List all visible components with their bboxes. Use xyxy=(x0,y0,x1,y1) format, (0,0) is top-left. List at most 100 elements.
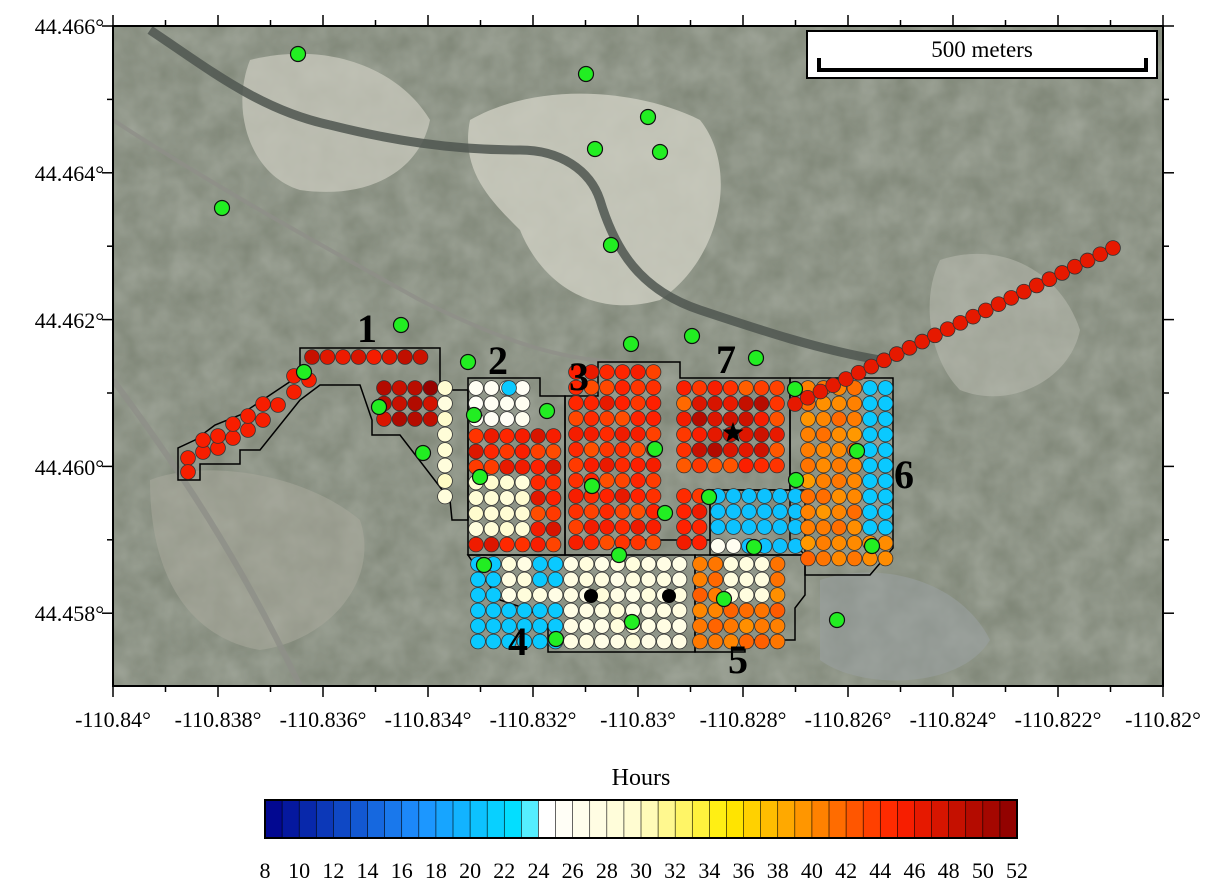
measurement-point xyxy=(563,633,579,650)
colorbar-swatch xyxy=(623,799,642,839)
measurement-point xyxy=(815,504,832,520)
station-marker xyxy=(547,630,565,648)
measurement-point xyxy=(578,618,595,634)
measurement-point xyxy=(676,534,692,551)
station-marker xyxy=(700,488,718,506)
measurement-point xyxy=(599,534,615,551)
measurement-point xyxy=(599,519,615,535)
transect-point xyxy=(850,364,867,381)
measurement-point xyxy=(862,380,878,396)
measurement-point xyxy=(772,538,788,554)
measurement-point xyxy=(599,441,615,458)
y-tick-label: 44.466° xyxy=(35,14,104,39)
measurement-point xyxy=(692,556,708,572)
measurement-point xyxy=(563,602,579,619)
measurement-point xyxy=(877,504,894,520)
colorbar-swatch xyxy=(811,799,830,839)
measurement-point xyxy=(738,442,754,458)
measurement-point xyxy=(437,442,453,458)
measurement-point xyxy=(568,457,584,473)
measurement-point xyxy=(609,633,626,650)
measurement-point xyxy=(741,503,757,520)
measurement-point xyxy=(319,349,336,365)
measurement-point xyxy=(692,602,708,619)
station-marker xyxy=(651,143,669,161)
measurement-point xyxy=(514,536,531,553)
measurement-point xyxy=(547,587,564,603)
measurement-point xyxy=(468,490,484,506)
measurement-point xyxy=(609,602,626,619)
measurement-point xyxy=(707,618,724,634)
measurement-point xyxy=(501,380,517,396)
measurement-point xyxy=(286,384,302,400)
measurement-point xyxy=(691,426,708,443)
zone-outline-1 xyxy=(177,347,469,521)
measurement-point xyxy=(568,488,584,504)
station-markers xyxy=(213,45,881,648)
measurement-point xyxy=(645,457,662,473)
measurement-point xyxy=(437,473,453,489)
measurement-point xyxy=(800,488,816,505)
measurement-point xyxy=(691,411,708,427)
measurement-point xyxy=(609,618,626,634)
measurement-point xyxy=(722,395,739,412)
measurement-point xyxy=(483,380,500,396)
measurement-point xyxy=(483,395,500,412)
measurement-point xyxy=(630,457,646,473)
measurement-point xyxy=(671,633,688,650)
x-tick-label: -110.838° xyxy=(175,707,262,732)
measurement-point xyxy=(630,395,646,411)
measurement-point xyxy=(738,602,755,619)
colorbar-swatch xyxy=(281,799,301,839)
colorbar-tick-label: 28 xyxy=(596,858,618,883)
colorbar-labels: 8 10 12 14 16 18 20 22 24 26 28 30 32 34 36 38 40 42 44 46 4… xyxy=(260,858,1029,883)
measurement-point xyxy=(391,411,408,427)
measurement-point xyxy=(501,556,517,572)
measurement-point xyxy=(676,488,692,504)
measurement-point xyxy=(769,457,785,474)
measurement-point xyxy=(391,380,408,396)
measurement-point xyxy=(769,411,785,427)
measurement-point xyxy=(692,571,708,588)
colorbar-tick-label: 40 xyxy=(801,858,823,883)
measurement-point xyxy=(437,426,453,443)
colorbar-swatch xyxy=(486,799,506,839)
measurement-point xyxy=(630,441,646,458)
measurement-point xyxy=(485,587,502,603)
measurement-point xyxy=(407,395,423,412)
colorbar-swatch xyxy=(794,799,813,839)
measurement-point xyxy=(376,380,392,396)
measurement-point xyxy=(692,618,708,634)
measurement-point xyxy=(240,408,256,424)
measurement-point xyxy=(516,602,533,619)
measurement-point xyxy=(547,571,564,588)
measurement-point xyxy=(738,426,754,443)
measurement-point xyxy=(563,556,579,572)
transect-point xyxy=(1067,258,1083,275)
colorbar-swatch xyxy=(350,799,369,839)
measurement-point xyxy=(753,380,770,396)
y-axis-labels: 44.466° 44.464° 44.462° 44.460° 44.458° xyxy=(35,14,104,626)
measurement-point xyxy=(800,426,816,443)
measurement-point xyxy=(583,457,600,473)
measurement-point xyxy=(530,490,546,506)
measurement-point xyxy=(707,395,723,412)
measurement-point xyxy=(656,618,672,634)
colorbar-swatch xyxy=(401,799,420,839)
transect-point xyxy=(888,346,905,362)
measurement-point xyxy=(645,379,662,396)
measurement-point xyxy=(594,571,610,588)
measurement-point xyxy=(578,633,595,650)
colorbar-swatch xyxy=(315,799,335,839)
measurement-point xyxy=(676,457,692,474)
colorbar-swatch xyxy=(435,799,454,839)
measurement-point xyxy=(470,587,486,603)
scale-bar-label: 500 meters xyxy=(931,37,1033,62)
station-marker xyxy=(622,335,640,353)
measurement-point xyxy=(671,602,688,619)
zone-label-5: 5 xyxy=(728,637,748,682)
station-marker xyxy=(392,316,410,334)
colorbar-swatch xyxy=(691,799,711,839)
y-tick-label: 44.458° xyxy=(35,601,104,626)
